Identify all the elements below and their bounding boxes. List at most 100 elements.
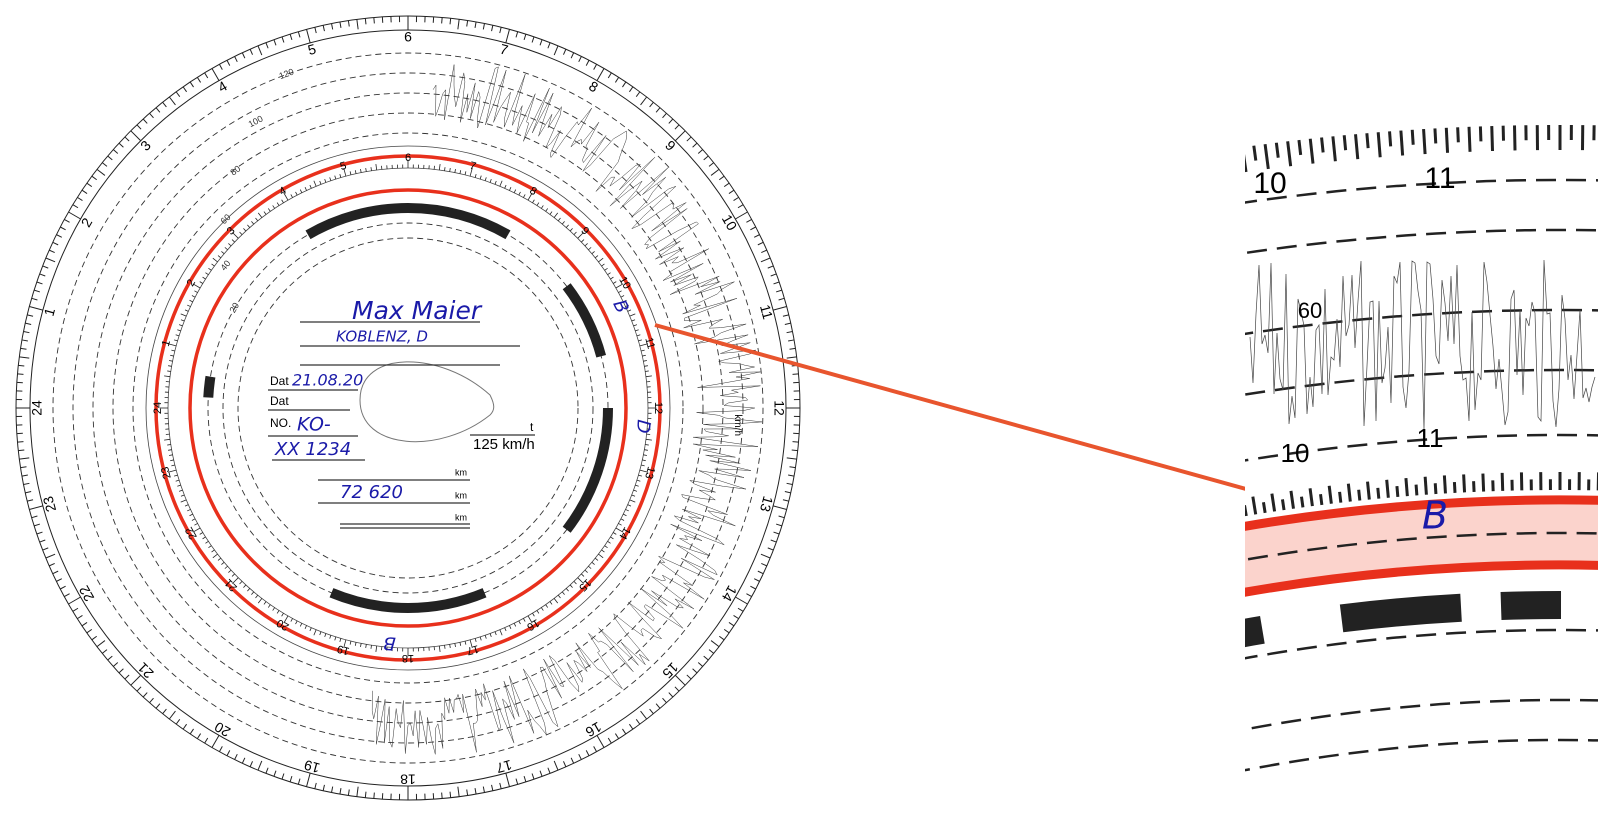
tick (574, 581, 576, 584)
tick (315, 27, 316, 33)
tick (524, 34, 526, 40)
zoom-tick (1198, 154, 1202, 179)
tick (634, 490, 637, 491)
tick (320, 632, 321, 635)
tick (183, 87, 186, 92)
tick (540, 40, 542, 46)
tick (693, 669, 697, 673)
tick (460, 642, 461, 646)
tick (197, 734, 200, 739)
tick (228, 570, 231, 572)
tick (156, 108, 160, 113)
tick (632, 495, 635, 496)
tick (92, 176, 97, 180)
tick (218, 256, 221, 258)
tick (746, 594, 751, 597)
tick (212, 550, 215, 552)
tick (495, 632, 496, 635)
tick (277, 610, 279, 613)
tick (783, 500, 789, 501)
tick (637, 335, 640, 336)
tick (19, 357, 29, 358)
tick (340, 638, 341, 641)
zoom-tick (1435, 483, 1436, 494)
tick (546, 605, 548, 608)
tick (247, 588, 249, 591)
tick (181, 495, 184, 496)
tick (282, 37, 284, 43)
tick (150, 698, 154, 703)
tick (177, 330, 180, 331)
tick (450, 792, 451, 798)
tick (171, 350, 174, 351)
tick (532, 774, 534, 780)
tick (77, 615, 82, 618)
tick (598, 258, 603, 262)
hour-label: 3 (137, 137, 154, 154)
tick (656, 704, 660, 709)
tick (746, 219, 751, 222)
tick (793, 374, 799, 375)
tick (516, 32, 518, 38)
tick (626, 509, 629, 511)
zoom-tick (1322, 138, 1324, 153)
tick (190, 300, 193, 302)
tick (227, 60, 230, 65)
zoom-tick (1480, 126, 1481, 141)
speed-label: 40 (218, 258, 232, 272)
tick (73, 608, 78, 611)
tick (495, 181, 496, 184)
tick (21, 467, 27, 468)
tick (24, 332, 30, 333)
tick (779, 516, 785, 518)
tick (505, 185, 506, 188)
hour-label: 13 (642, 465, 657, 480)
tick (450, 168, 451, 172)
tick (644, 366, 648, 367)
tick (169, 360, 173, 361)
tick (537, 203, 539, 206)
tick (125, 137, 129, 141)
zoom-tick (1424, 129, 1425, 154)
tick (355, 170, 356, 174)
zoom-tick (1406, 478, 1407, 496)
tick (750, 227, 755, 230)
tick (776, 524, 782, 526)
tick (163, 102, 167, 107)
tick (348, 21, 349, 27)
max-speed: 125 km/h (473, 436, 535, 453)
tick (595, 256, 598, 258)
tick (554, 761, 558, 770)
zoom-tick (1425, 477, 1426, 495)
tick (642, 355, 646, 356)
tick (17, 374, 23, 375)
tick (605, 268, 608, 270)
zoom-tick (1401, 131, 1403, 156)
tick (190, 514, 193, 516)
tick (533, 613, 535, 616)
tick (325, 179, 326, 182)
tick (374, 793, 375, 799)
tick (247, 225, 249, 228)
tick (641, 350, 644, 351)
tick (143, 693, 147, 697)
tick (650, 709, 654, 714)
tick (645, 445, 649, 446)
tick (646, 376, 652, 377)
tick (43, 266, 49, 268)
zoom-tick (1464, 474, 1465, 492)
tick (613, 282, 616, 284)
tick (615, 734, 618, 739)
tick (592, 562, 595, 564)
activity-mark: D (632, 419, 654, 434)
hour-label: 23 (40, 494, 60, 513)
tick (60, 586, 65, 589)
zoom-tick (1130, 166, 1135, 191)
tick (340, 22, 341, 28)
tick (558, 218, 560, 221)
tick (24, 483, 30, 484)
tick (492, 785, 493, 791)
tick (788, 340, 794, 341)
tick (194, 523, 197, 525)
